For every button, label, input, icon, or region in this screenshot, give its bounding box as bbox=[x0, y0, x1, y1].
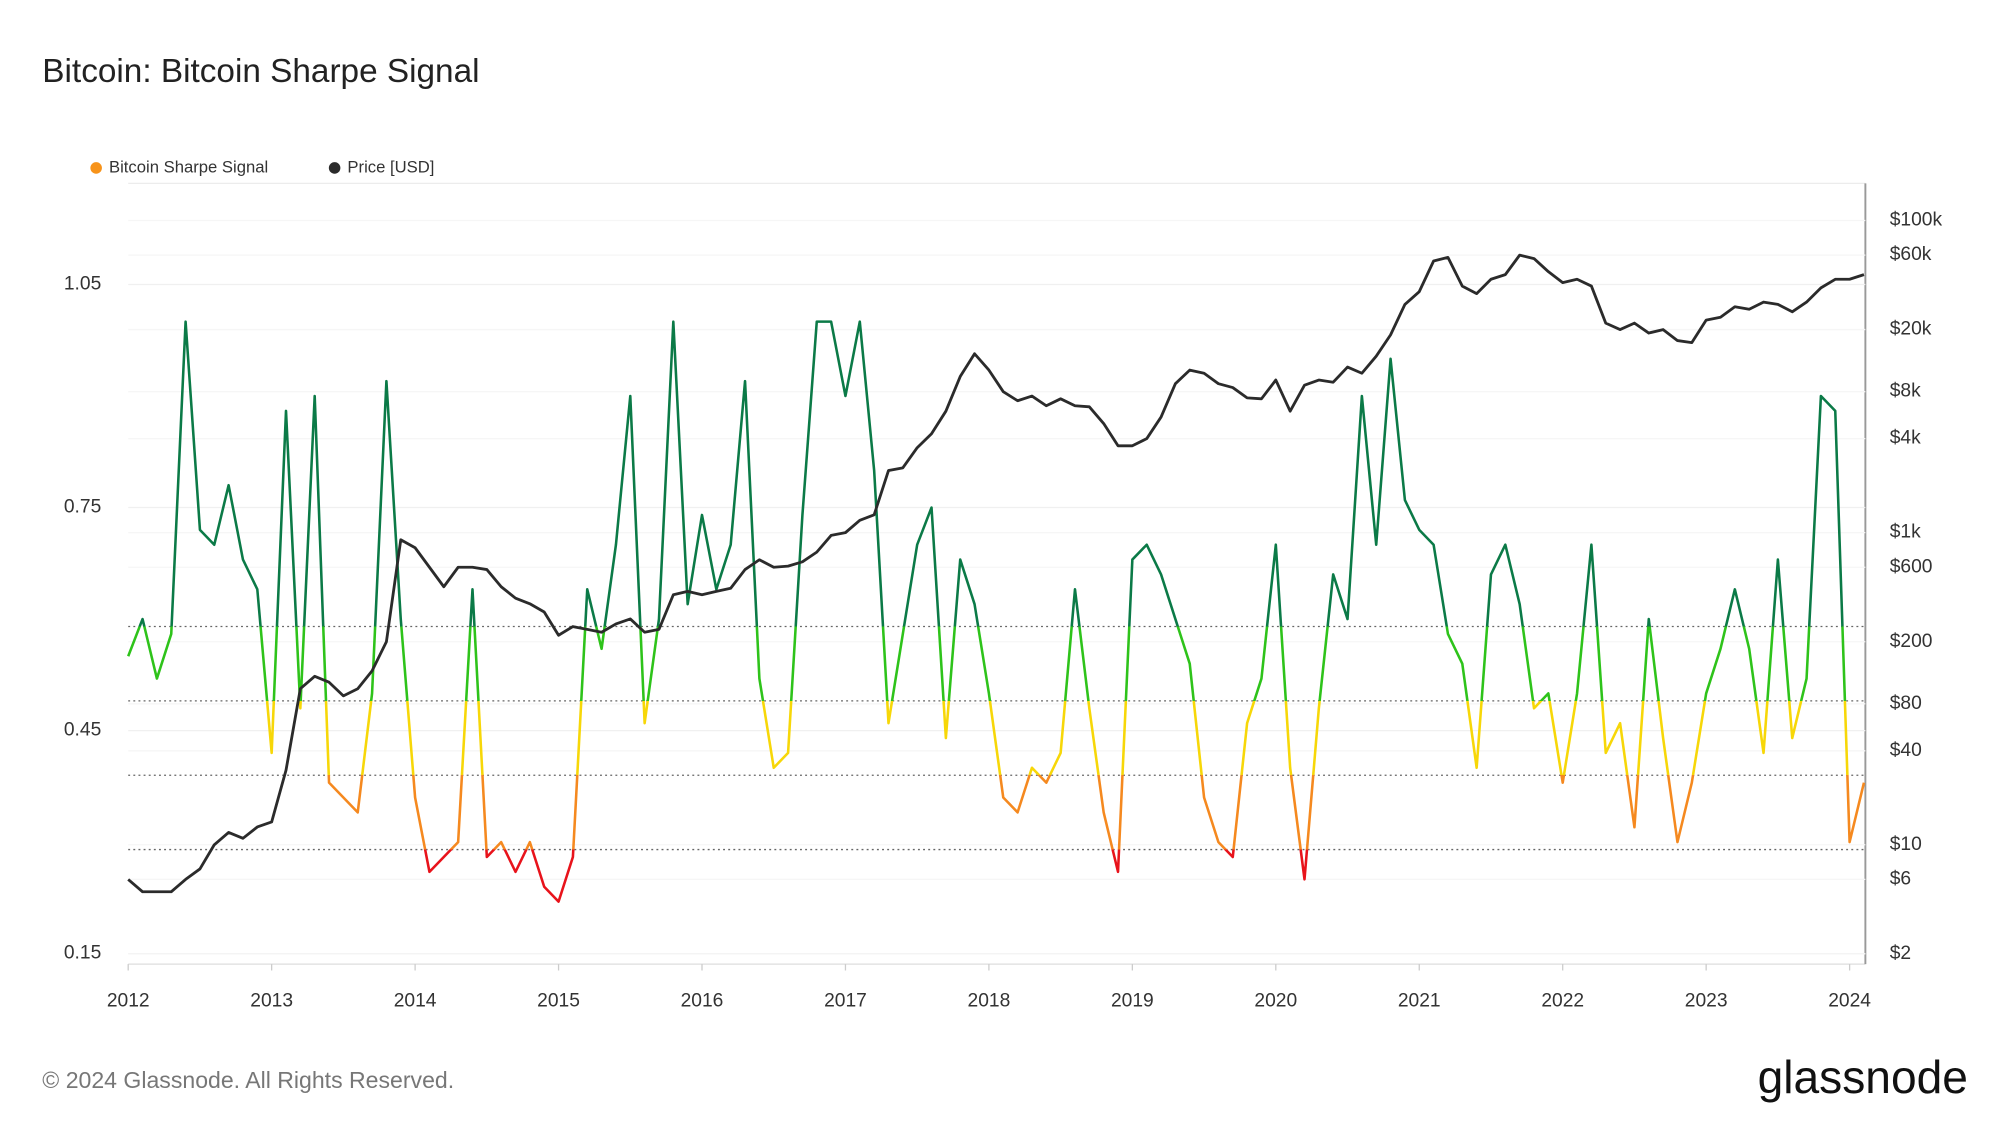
y-tick-label: 0.15 bbox=[64, 943, 101, 964]
y2-tick-label: $4k bbox=[1890, 428, 1921, 449]
y2-tick-label: $8k bbox=[1890, 381, 1921, 402]
x-tick-label: 2015 bbox=[537, 990, 580, 1011]
x-tick-label: 2016 bbox=[681, 990, 724, 1011]
y2-tick-label: $10 bbox=[1890, 834, 1922, 855]
y-tick-label: 0.45 bbox=[64, 720, 101, 741]
brand-logo: glassnode bbox=[1758, 1051, 1968, 1103]
legend-marker bbox=[328, 162, 341, 174]
y2-tick-label: $200 bbox=[1890, 631, 1933, 652]
price-line bbox=[127, 253, 1865, 894]
y2-tick-label: $40 bbox=[1890, 740, 1922, 761]
chart-title: Bitcoin: Bitcoin Sharpe Signal bbox=[42, 53, 479, 90]
y2-tick-label: $80 bbox=[1890, 693, 1922, 714]
y2-tick-label: $60k bbox=[1890, 244, 1932, 265]
legend-marker bbox=[90, 162, 102, 174]
footer: © 2024 Glassnode. All Rights Reserved. bbox=[42, 1067, 454, 1093]
legend-label: Bitcoin Sharpe Signal bbox=[109, 157, 268, 176]
y2-tick-label: $1k bbox=[1890, 522, 1921, 543]
x-tick-label: 2017 bbox=[824, 990, 867, 1011]
x-tick-label: 2014 bbox=[394, 990, 437, 1011]
x-tick-label: 2024 bbox=[1828, 990, 1871, 1011]
x-tick-label: 2013 bbox=[250, 990, 293, 1011]
x-tick-label: 2019 bbox=[1111, 990, 1154, 1011]
x-tick-label: 2021 bbox=[1398, 990, 1441, 1011]
y-tick-label: 0.75 bbox=[64, 497, 101, 518]
x-tick-label: 2022 bbox=[1541, 990, 1584, 1011]
x-tick-label: 2012 bbox=[107, 990, 150, 1011]
x-tick-label: 2018 bbox=[968, 990, 1011, 1011]
x-tick-label: 2020 bbox=[1254, 990, 1297, 1011]
y2-tick-label: $20k bbox=[1890, 319, 1932, 340]
y2-tick-label: $600 bbox=[1890, 556, 1933, 577]
y2-tick-label: $2 bbox=[1890, 943, 1911, 964]
y2-tick-label: $100k bbox=[1890, 210, 1943, 231]
signal-line bbox=[127, 320, 1866, 903]
x-tick-label: 2023 bbox=[1685, 990, 1728, 1011]
y-tick-label: 1.05 bbox=[64, 274, 101, 295]
legend-label: Price [USD] bbox=[347, 157, 434, 176]
y2-tick-label: $6 bbox=[1890, 868, 1911, 889]
